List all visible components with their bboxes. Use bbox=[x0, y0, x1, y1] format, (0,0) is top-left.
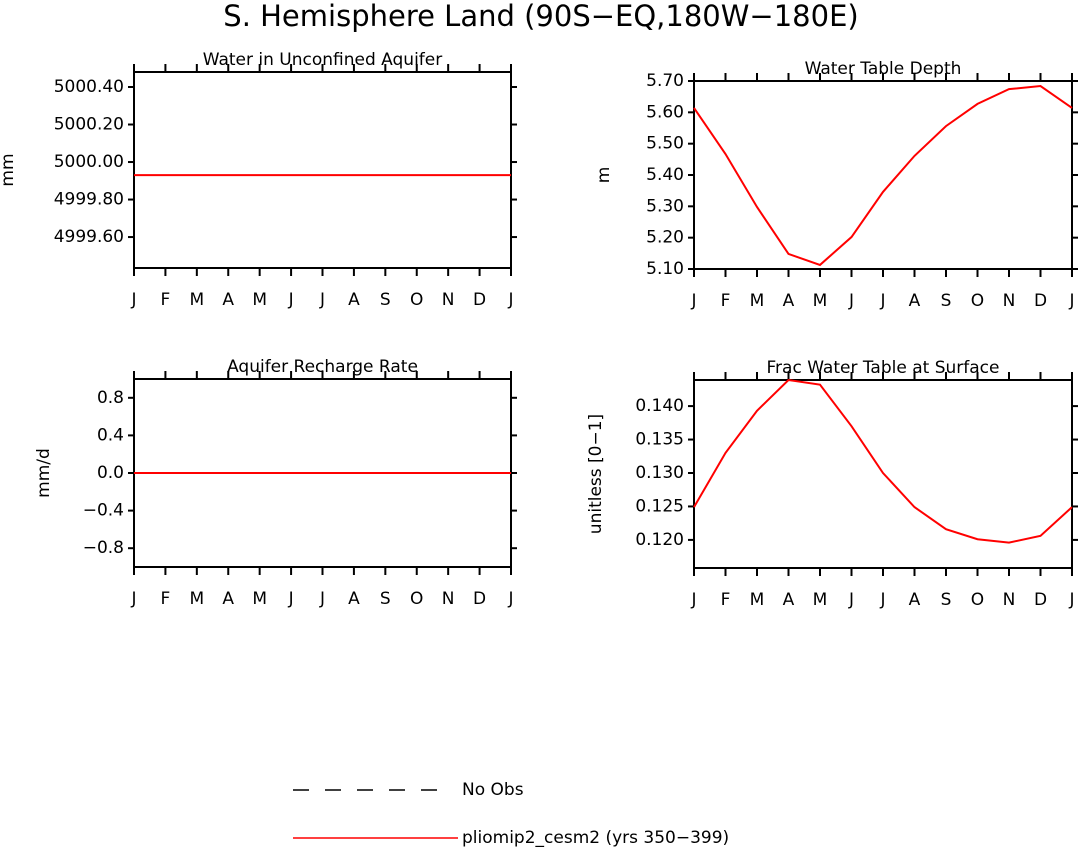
legend-label: No Obs bbox=[462, 780, 524, 800]
x-tick-label: F bbox=[161, 290, 171, 310]
y-tick-label: 5000.00 bbox=[54, 152, 124, 172]
y-tick-label: 5.50 bbox=[646, 134, 684, 154]
plot-frame bbox=[693, 80, 1073, 270]
y-tick-label: 0.8 bbox=[97, 388, 124, 408]
x-tick-label: S bbox=[941, 291, 952, 311]
x-tick-label: A bbox=[783, 590, 795, 610]
x-tick-label: M bbox=[750, 590, 765, 610]
y-tick-label: 5.20 bbox=[646, 228, 684, 248]
x-tick-label: J bbox=[848, 291, 854, 311]
y-tick-label: 5000.40 bbox=[54, 77, 124, 97]
y-axis-label: mm bbox=[0, 153, 18, 186]
x-tick-label: S bbox=[380, 290, 391, 310]
x-tick-label: O bbox=[410, 589, 423, 609]
x-tick-label: J bbox=[879, 590, 885, 610]
x-tick-label: D bbox=[473, 589, 486, 609]
x-tick-label: D bbox=[473, 290, 486, 310]
x-tick-label: O bbox=[971, 291, 984, 311]
x-tick-label: O bbox=[410, 290, 423, 310]
x-tick-label: J bbox=[319, 589, 325, 609]
x-tick-label: J bbox=[848, 590, 854, 610]
x-tick-label: J bbox=[690, 291, 696, 311]
y-tick-label: 0.140 bbox=[635, 396, 684, 416]
x-tick-label: J bbox=[879, 291, 885, 311]
x-tick-label: J bbox=[319, 290, 325, 310]
y-tick-label: 0.130 bbox=[635, 463, 684, 483]
y-axis-label: unitless [0−1] bbox=[586, 414, 606, 534]
x-tick-label: J bbox=[690, 590, 696, 610]
y-tick-label: 5.70 bbox=[646, 71, 684, 91]
chart-title: Water in Unconfined Aquifer bbox=[203, 50, 443, 70]
x-tick-label: A bbox=[909, 590, 921, 610]
x-tick-label: A bbox=[222, 290, 234, 310]
x-tick-label: S bbox=[941, 590, 952, 610]
y-axis-label: m bbox=[594, 167, 614, 184]
x-tick-label: A bbox=[783, 291, 795, 311]
x-tick-label: F bbox=[721, 590, 731, 610]
legend-label: pliomip2_cesm2 (yrs 350−399) bbox=[462, 828, 729, 848]
y-tick-label: 5.40 bbox=[646, 165, 684, 185]
y-tick-label: −0.8 bbox=[83, 538, 124, 558]
x-tick-label: J bbox=[130, 589, 136, 609]
x-tick-label: F bbox=[721, 291, 731, 311]
x-tick-label: A bbox=[909, 291, 921, 311]
data-line bbox=[693, 378, 1073, 544]
y-tick-label: 0.4 bbox=[97, 425, 124, 445]
plot-frame bbox=[133, 71, 512, 269]
data-line bbox=[693, 84, 1073, 267]
x-tick-label: F bbox=[161, 589, 171, 609]
x-tick-label: A bbox=[222, 589, 234, 609]
x-tick-label: D bbox=[1034, 291, 1047, 311]
x-tick-label: M bbox=[252, 589, 267, 609]
x-tick-label: S bbox=[380, 589, 391, 609]
y-tick-label: −0.4 bbox=[83, 501, 124, 521]
y-tick-label: 4999.80 bbox=[54, 190, 124, 210]
y-tick-label: 0.120 bbox=[635, 530, 684, 550]
x-tick-label: A bbox=[348, 290, 360, 310]
y-tick-label: 5000.20 bbox=[54, 115, 124, 135]
x-tick-label: M bbox=[813, 291, 828, 311]
y-axis-label: mm/d bbox=[34, 448, 54, 498]
y-tick-label: 0.125 bbox=[635, 496, 684, 516]
x-tick-label: O bbox=[971, 590, 984, 610]
x-tick-label: M bbox=[750, 291, 765, 311]
plot-frame bbox=[693, 379, 1073, 569]
chart-title: Aquifer Recharge Rate bbox=[227, 357, 418, 377]
x-tick-label: J bbox=[1068, 590, 1074, 610]
x-tick-label: J bbox=[130, 290, 136, 310]
x-tick-label: N bbox=[1003, 590, 1016, 610]
y-tick-label: 4999.60 bbox=[54, 227, 124, 247]
x-tick-label: J bbox=[288, 290, 294, 310]
y-tick-label: 0.135 bbox=[635, 430, 684, 450]
x-tick-label: N bbox=[442, 589, 455, 609]
x-tick-label: M bbox=[189, 290, 204, 310]
y-tick-label: 5.60 bbox=[646, 102, 684, 122]
x-tick-label: N bbox=[1003, 291, 1016, 311]
y-tick-label: 0.0 bbox=[97, 463, 124, 483]
x-tick-label: J bbox=[288, 589, 294, 609]
x-tick-label: M bbox=[252, 290, 267, 310]
x-tick-label: M bbox=[813, 590, 828, 610]
x-tick-label: D bbox=[1034, 590, 1047, 610]
x-tick-label: J bbox=[507, 290, 513, 310]
x-tick-label: A bbox=[348, 589, 360, 609]
y-tick-label: 5.10 bbox=[646, 259, 684, 279]
chart-title: Water Table Depth bbox=[805, 59, 962, 79]
chart-title: Frac Water Table at Surface bbox=[767, 358, 1000, 378]
x-tick-label: J bbox=[507, 589, 513, 609]
x-tick-label: N bbox=[442, 290, 455, 310]
x-tick-label: J bbox=[1068, 291, 1074, 311]
y-tick-label: 5.30 bbox=[646, 196, 684, 216]
page-title: S. Hemisphere Land (90S−EQ,180W−180E) bbox=[223, 0, 858, 33]
x-tick-label: M bbox=[189, 589, 204, 609]
